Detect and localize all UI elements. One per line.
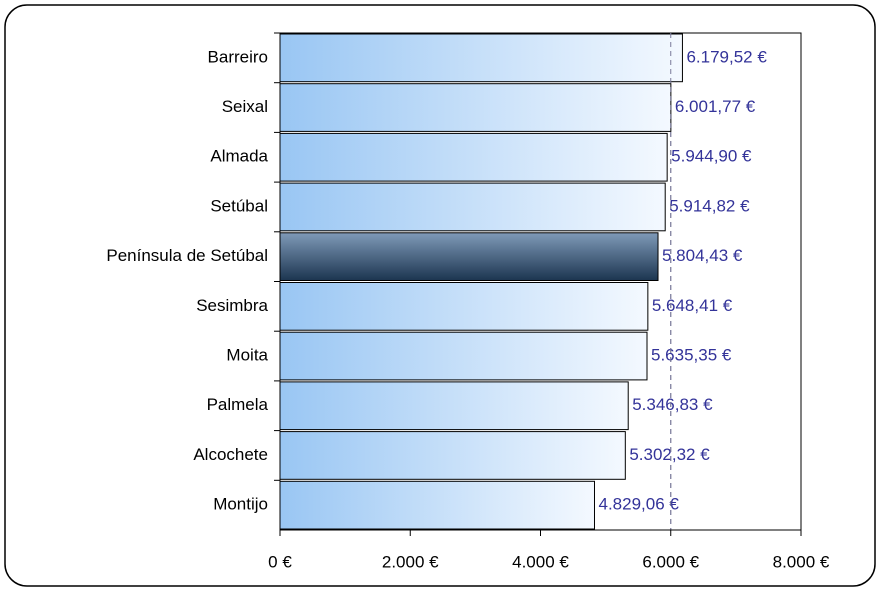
y-tick-label: Seixal bbox=[222, 97, 268, 116]
y-tick-label: Palmela bbox=[207, 395, 269, 414]
data-label: 5.302,32 € bbox=[629, 445, 710, 464]
y-tick-label: Almada bbox=[210, 147, 268, 166]
data-label: 5.346,83 € bbox=[632, 395, 713, 414]
data-label: 6.179,52 € bbox=[686, 47, 767, 66]
bar bbox=[279, 431, 626, 480]
bar bbox=[279, 232, 659, 282]
bar bbox=[279, 132, 668, 182]
bar bbox=[279, 83, 672, 132]
x-tick-label: 6.000 € bbox=[642, 552, 699, 571]
y-tick-label: Península de Setúbal bbox=[106, 246, 268, 265]
bar bbox=[279, 282, 649, 331]
y-tick-label: Barreiro bbox=[208, 47, 268, 66]
data-label: 5.635,35 € bbox=[651, 346, 732, 365]
bar bbox=[279, 331, 648, 381]
y-tick-label: Sesimbra bbox=[196, 296, 268, 315]
bar bbox=[279, 182, 666, 232]
data-label: 5.914,82 € bbox=[669, 196, 750, 215]
y-tick-label: Alcochete bbox=[193, 445, 268, 464]
data-label: 5.944,90 € bbox=[671, 147, 752, 166]
x-tick-label: 8.000 € bbox=[773, 552, 830, 571]
data-label: 6.001,77 € bbox=[675, 97, 756, 116]
x-tick-label: 2.000 € bbox=[382, 552, 439, 571]
y-tick-label: Moita bbox=[226, 346, 268, 365]
bar bbox=[279, 381, 629, 431]
y-tick-label: Setúbal bbox=[210, 196, 268, 215]
x-tick-label: 0 € bbox=[268, 552, 292, 571]
x-tick-label: 4.000 € bbox=[512, 552, 569, 571]
bar bbox=[279, 33, 683, 83]
bar bbox=[279, 480, 595, 530]
data-label: 5.648,41 € bbox=[652, 296, 733, 315]
data-label: 4.829,06 € bbox=[598, 495, 679, 514]
data-label: 5.804,43 € bbox=[662, 246, 743, 265]
y-tick-label: Montijo bbox=[213, 495, 268, 514]
